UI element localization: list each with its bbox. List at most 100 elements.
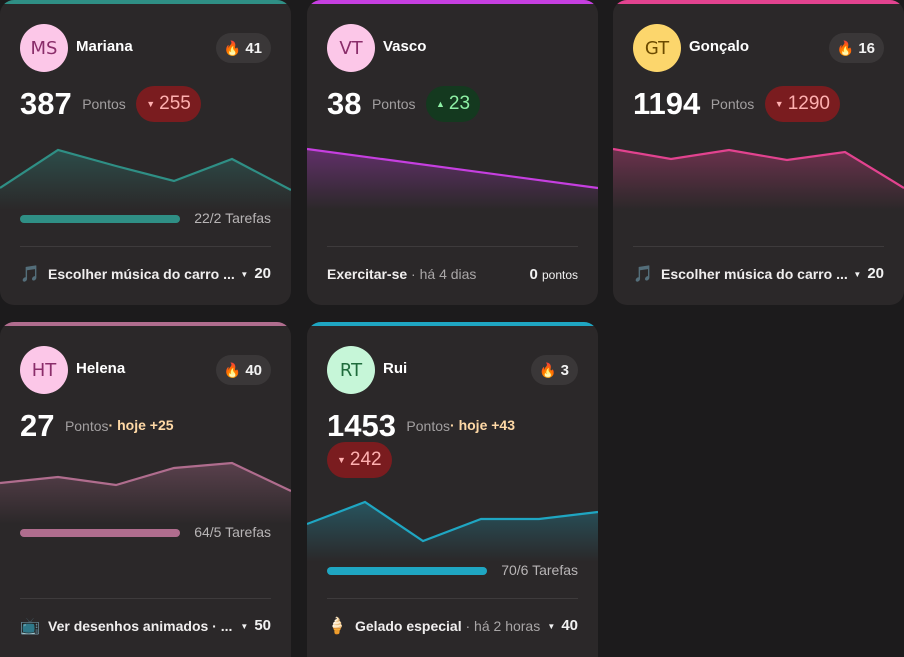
last-activity[interactable]: 🎵 Escolher música do carro ... ▼ 20: [20, 264, 271, 286]
last-activity[interactable]: 🎵 Escolher música do carro ... ▼ 20: [633, 264, 884, 286]
trend-line: [613, 147, 904, 189]
points-value: 387: [20, 86, 72, 121]
streak-count: 3: [560, 361, 569, 379]
arrow-down-icon: ▼: [337, 455, 346, 465]
points-row: 38 Pontos ▲ 23: [327, 86, 578, 130]
trend-line: [307, 147, 598, 190]
activity-text: Escolher música do carro ...: [48, 266, 235, 282]
card-header: GT Gonçalo 🔥 16: [633, 24, 884, 72]
user-card-helena[interactable]: HT Helena 🔥 40 27 Pontos· hoje +25 64/5 …: [0, 322, 291, 657]
tasks-count: 22/2 Tarefas: [194, 210, 271, 226]
streak-badge: 🔥 16: [828, 33, 884, 63]
user-name: Vasco: [383, 38, 427, 55]
arrow-down-icon: ▼: [146, 99, 156, 109]
points-label: Pontos: [406, 418, 451, 434]
activity-points: ▼ 20: [240, 265, 271, 282]
today-gain: · hoje +43: [450, 417, 515, 434]
avatar[interactable]: MS: [20, 24, 68, 72]
trend-chart: [0, 461, 291, 524]
card-header: MS Mariana 🔥 41: [20, 24, 271, 72]
card-accent-bar: [0, 0, 291, 4]
card-accent-bar: [613, 0, 904, 4]
last-activity[interactable]: 🍦 Gelado especial · há 2 horas ▼ 40: [327, 616, 578, 638]
user-name: Mariana: [76, 38, 133, 55]
streak-count: 41: [245, 39, 262, 57]
points-row: 27 Pontos· hoje +25: [20, 408, 271, 452]
points-value: 1194: [633, 86, 701, 121]
points-delta-badge: ▼ 255: [136, 86, 201, 122]
progress-track: [20, 215, 180, 223]
points-label: Pontos: [371, 96, 416, 112]
points-label: Pontos: [82, 96, 126, 112]
user-name: Gonçalo: [689, 38, 750, 55]
trend-line: [0, 148, 291, 191]
activity-text: Gelado especial · há 2 horas: [355, 618, 541, 634]
delta-value: 242: [349, 449, 382, 470]
flame-icon: 🔥: [223, 361, 242, 378]
delta-value: 23: [448, 93, 471, 114]
trend-line: [307, 500, 598, 543]
user-card-vasco[interactable]: VT Vasco 38 Pontos ▲ 23 Exercitar-se · h…: [307, 0, 598, 305]
avatar[interactable]: RT: [327, 346, 375, 394]
user-name: Helena: [76, 360, 126, 377]
avatar[interactable]: VT: [327, 24, 375, 72]
activity-points: ▼ 40: [547, 617, 578, 634]
last-activity[interactable]: Exercitar-se · há 4 dias 0 pontos: [327, 264, 578, 286]
arrow-up-icon: ▲: [435, 99, 445, 109]
trend-chart: [307, 500, 598, 562]
progress-track: [20, 529, 180, 537]
trend-chart: [0, 148, 291, 210]
points-value: 27: [20, 408, 55, 443]
card-accent-bar: [307, 322, 598, 326]
points-row: 387 Pontos ▼ 255: [20, 86, 271, 130]
user-name: Rui: [383, 360, 408, 377]
streak-count: 40: [245, 361, 262, 379]
last-activity[interactable]: 📺 Ver desenhos animados · ... ▼ 50: [20, 616, 271, 638]
activity-text: Escolher música do carro ...: [661, 266, 848, 282]
divider: [20, 246, 271, 247]
trend-chart: [613, 147, 904, 210]
music-note-icon: 🎵: [633, 266, 653, 283]
points-delta-badge: ▼ 242: [327, 442, 392, 478]
music-note-icon: 🎵: [20, 266, 40, 283]
task-progress: 22/2 Tarefas: [20, 210, 271, 226]
activity-time: · há 2 horas: [461, 618, 541, 634]
tasks-count: 64/5 Tarefas: [194, 524, 271, 540]
delta-value: 255: [159, 93, 191, 114]
points-delta-badge: ▼ 1290: [764, 86, 840, 122]
avatar[interactable]: HT: [20, 346, 68, 394]
tv-icon: 📺: [20, 618, 40, 635]
card-header: VT Vasco: [327, 24, 578, 72]
card-header: HT Helena 🔥 40: [20, 346, 271, 394]
activity-points: ▼ 50: [240, 617, 271, 634]
user-card-mariana[interactable]: MS Mariana 🔥 41 387 Pontos ▼ 255 22/2 Ta…: [0, 0, 291, 305]
points-row: 1453 Pontos· hoje +43: [327, 408, 578, 452]
delta-value: 1290: [787, 93, 830, 114]
streak-count: 16: [858, 39, 875, 57]
ice-cream-icon: 🍦: [327, 618, 347, 635]
progress-fill: [20, 529, 180, 537]
progress-fill: [327, 567, 487, 575]
streak-badge: 🔥 3: [531, 355, 578, 385]
points-row: 1194 Pontos ▼ 1290: [633, 86, 884, 130]
avatar[interactable]: GT: [633, 24, 681, 72]
card-header: RT Rui 🔥 3: [327, 346, 578, 394]
progress-track: [327, 567, 487, 575]
user-card-goncalo[interactable]: GT Gonçalo 🔥 16 1194 Pontos ▼ 1290 🎵 Esc…: [613, 0, 904, 305]
streak-badge: 🔥 40: [215, 355, 271, 385]
task-progress: 64/5 Tarefas: [20, 524, 271, 540]
streak-badge: 🔥 41: [215, 33, 271, 63]
task-progress: 70/6 Tarefas: [327, 562, 578, 578]
activity-points: 0 pontos: [529, 266, 578, 283]
divider: [633, 246, 884, 247]
today-gain: · hoje +25: [108, 417, 174, 434]
user-card-rui[interactable]: RT Rui 🔥 3 1453 Pontos· hoje +43 ▼ 242 7…: [307, 322, 598, 657]
activity-text: Ver desenhos animados · ...: [48, 618, 233, 634]
card-accent-bar: [307, 0, 598, 4]
points-label: Pontos: [64, 418, 109, 434]
arrow-down-icon: ▼: [774, 99, 784, 109]
progress-fill: [20, 215, 180, 223]
points-value: 1453: [327, 408, 396, 443]
flame-icon: 🔥: [539, 361, 557, 378]
flame-icon: 🔥: [223, 39, 242, 56]
